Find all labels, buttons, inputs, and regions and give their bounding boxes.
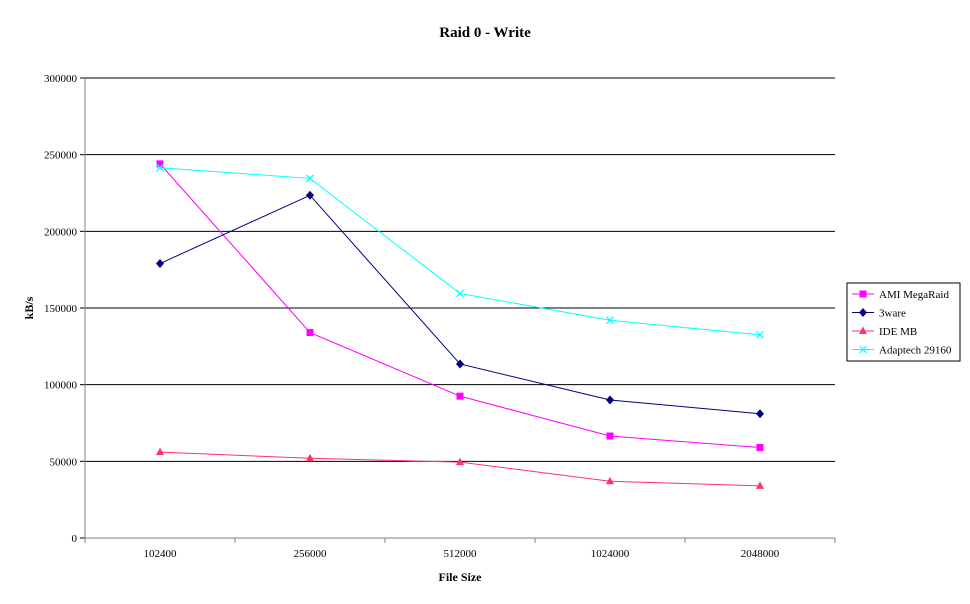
legend-marker	[859, 308, 867, 317]
y-tick-label: 50000	[50, 456, 78, 468]
y-tick-label: 150000	[44, 303, 78, 315]
legend-label: 3ware	[879, 308, 906, 320]
data-point	[456, 392, 464, 400]
data-point	[156, 163, 164, 172]
y-axis-title: kB/s	[22, 296, 36, 319]
series-line	[159, 451, 761, 487]
data-point	[306, 329, 314, 337]
legend-item: 3ware	[852, 308, 906, 320]
data-point	[306, 174, 314, 183]
data-point	[156, 259, 164, 269]
data-point	[756, 330, 764, 339]
y-tick-label: 0	[72, 533, 78, 545]
x-tick-label: 256000	[294, 548, 328, 560]
data-point	[456, 457, 464, 466]
data-point	[606, 432, 614, 440]
data-point	[156, 447, 164, 456]
data-point	[156, 160, 164, 168]
plot-area: 0 50000 100000 150000 200000 250000 300000 102…	[44, 73, 836, 560]
series-0	[156, 160, 764, 452]
series-line	[159, 167, 761, 336]
series-line	[159, 194, 761, 415]
data-point	[756, 409, 764, 419]
legend-label: AMI MegaRaid	[879, 289, 949, 301]
series-layer	[156, 160, 764, 489]
y-tick-labels: 0 50000 100000 150000 200000 250000 300000	[44, 73, 78, 545]
y-tick-label: 300000	[44, 73, 78, 85]
data-point	[606, 476, 614, 485]
x-tick-label: 512000	[444, 548, 478, 560]
legend: AMI MegaRaid 3ware IDE MB Adaptech 29160	[846, 282, 961, 362]
data-point	[606, 395, 614, 405]
data-point	[756, 444, 764, 452]
data-point	[756, 481, 764, 489]
x-tick-label: 2048000	[741, 548, 780, 560]
series-3	[156, 163, 764, 339]
x-axis-title: File Size	[439, 570, 483, 584]
legend-item: Adaptech 29160	[852, 345, 952, 357]
data-point	[456, 359, 464, 369]
chart-title: Raid 0 - Write	[439, 25, 531, 41]
series-2	[156, 447, 764, 489]
axes	[80, 77, 836, 543]
legend-item: IDE MB	[852, 326, 917, 338]
gridlines	[85, 77, 835, 462]
x-tick-label: 1024000	[591, 548, 630, 560]
legend-marker	[859, 290, 867, 298]
x-tick-labels: 102400 256000 512000 1024000 2048000	[144, 548, 780, 560]
series-1	[156, 190, 764, 419]
data-point	[456, 289, 464, 298]
legend-label: Adaptech 29160	[879, 345, 952, 357]
series-line	[159, 163, 761, 449]
data-point	[306, 190, 314, 200]
y-tick-label: 100000	[44, 380, 78, 392]
data-point	[606, 316, 614, 325]
legend-label: IDE MB	[879, 326, 917, 338]
y-tick-label: 200000	[44, 226, 78, 238]
data-point	[306, 453, 314, 462]
x-tick-label: 102400	[144, 548, 178, 560]
legend-marker	[859, 326, 867, 334]
legend-marker	[859, 345, 867, 354]
y-tick-label: 250000	[44, 150, 78, 162]
legend-item: AMI MegaRaid	[852, 289, 949, 301]
